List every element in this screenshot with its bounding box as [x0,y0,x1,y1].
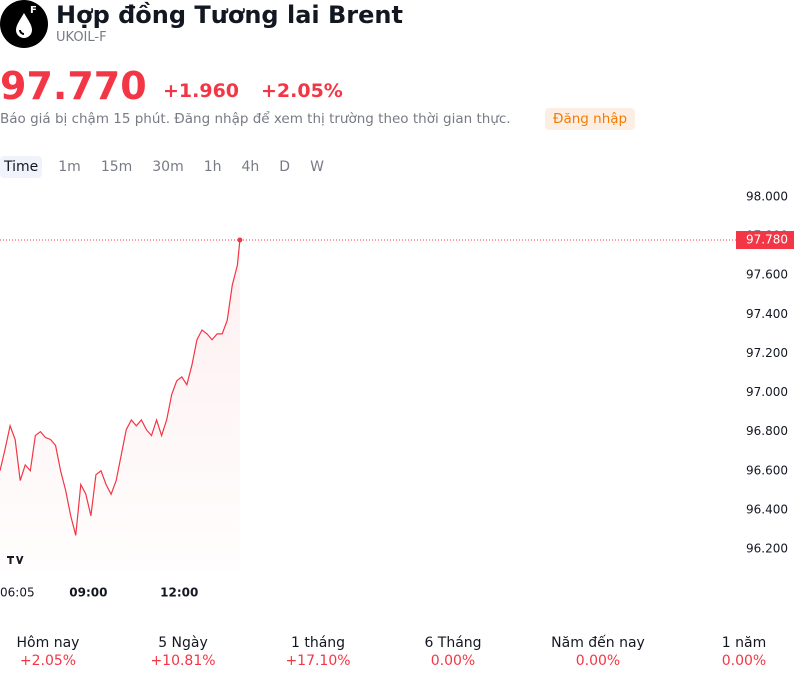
timeframe-tab[interactable]: 4h [241,159,260,175]
performance-item[interactable]: 6 Tháng 0.00% [388,635,518,669]
performance-label: 5 Ngày [158,635,208,651]
y-tick-label: 97.200 [746,346,788,360]
x-tick-label: 12:00 [160,586,198,600]
price: 97.770 [0,64,147,108]
change-percent: +2.05% [261,80,343,102]
performance-label: 1 năm [721,635,767,651]
y-tick-label: 97.400 [746,307,788,321]
performance-item[interactable]: 1 năm 0.00% [679,635,800,669]
performance-value: +10.81% [150,653,216,669]
timeframe-tabs: Time 1m 15m 30m 1h 4h D W [0,156,340,178]
chart: 96.200 96.400 96.600 96.800 97.000 97.200 97.4… [0,190,794,600]
timeframe-tab[interactable]: W [310,159,324,175]
last-price-label: 97.780 [746,233,788,247]
price-line [0,239,241,536]
timeframe-tab[interactable]: 15m [100,159,133,175]
performance-label: Năm đến nay [551,635,645,651]
performance-value: +17.10% [285,653,351,669]
timeframe-tab[interactable]: 1m [58,159,81,175]
logo-badge: F [30,5,37,16]
performance-item[interactable]: Năm đến nay 0.00% [533,635,663,669]
timeframe-tab[interactable]: Time [0,156,43,178]
y-tick-label: 98.000 [746,190,788,204]
delay-note: Báo giá bị chậm 15 phút. Đăng nhập để xe… [0,111,511,127]
logo: F [0,0,48,48]
timeframe-tab[interactable]: 30m [152,159,184,175]
last-point [237,237,243,243]
y-tick-label: 97.000 [746,385,788,399]
performance-label: Hôm nay [16,635,80,651]
title: Hợp đồng Tương lai Brent [56,1,403,29]
area [0,240,240,570]
performance-value: +2.05% [19,653,77,669]
y-tick-label: 96.200 [746,542,788,556]
performance-label: 1 tháng [290,635,346,651]
logo-icon [16,13,32,38]
timeframe-tab[interactable]: 1h [203,159,222,175]
performance-value: 0.00% [721,653,767,669]
y-tick-label: 96.600 [746,463,788,477]
performance-item[interactable]: 1 tháng +17.10% [253,635,383,669]
performance-label: 6 Tháng [424,635,482,651]
y-tick-label: 97.600 [746,268,788,282]
timeframe-tab[interactable]: D [279,159,291,175]
change: +1.960 [163,80,240,102]
x-tick-label: 06:05 [0,586,35,600]
last-price-badge [736,231,794,250]
performance-item[interactable]: 5 Ngày +10.81% [118,635,248,669]
y-tick-label: 96.400 [746,502,788,516]
x-tick-label: 09:00 [69,586,107,600]
symbol: UKOIL-F [56,30,107,45]
y-tick-label: 96.800 [746,424,788,438]
performance-value: 0.00% [575,653,621,669]
login-button[interactable]: Đăng nhập [545,108,636,130]
performance-value: 0.00% [430,653,476,669]
performance-item[interactable]: Hôm nay +2.05% [0,635,113,669]
